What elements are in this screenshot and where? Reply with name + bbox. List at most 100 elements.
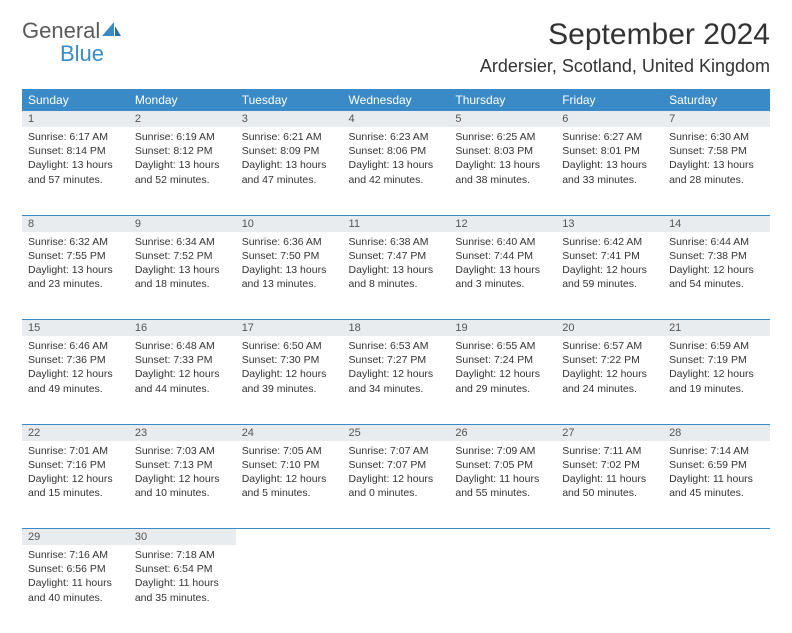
day-number: 21: [669, 322, 681, 334]
daylight-text: Daylight: 13 hours and 13 minutes.: [242, 263, 337, 291]
daylight-text: Daylight: 13 hours and 3 minutes.: [455, 263, 550, 291]
day-details: Sunrise: 7:09 AMSunset: 7:05 PMDaylight:…: [449, 441, 556, 504]
day-cell: [236, 545, 343, 633]
day-number-row: 891011121314: [22, 215, 770, 232]
sunset-text: Sunset: 7:52 PM: [135, 249, 230, 263]
sunset-text: Sunset: 7:50 PM: [242, 249, 337, 263]
day-cell: Sunrise: 7:05 AMSunset: 7:10 PMDaylight:…: [236, 441, 343, 529]
sunset-text: Sunset: 7:13 PM: [135, 458, 230, 472]
day-cell: Sunrise: 7:14 AMSunset: 6:59 PMDaylight:…: [663, 441, 770, 529]
daylight-text: Daylight: 12 hours and 15 minutes.: [28, 472, 123, 500]
day-number: 30: [135, 531, 147, 543]
day-number: 3: [242, 113, 248, 125]
weekday-header: Thursday: [449, 89, 556, 111]
day-cell: Sunrise: 6:25 AMSunset: 8:03 PMDaylight:…: [449, 127, 556, 215]
sunset-text: Sunset: 7:55 PM: [28, 249, 123, 263]
day-number-cell: 22: [22, 424, 129, 441]
daylight-text: Daylight: 12 hours and 59 minutes.: [562, 263, 657, 291]
daylight-text: Daylight: 13 hours and 18 minutes.: [135, 263, 230, 291]
day-number: 1: [28, 113, 34, 125]
sunset-text: Sunset: 7:47 PM: [349, 249, 444, 263]
day-details: Sunrise: 7:11 AMSunset: 7:02 PMDaylight:…: [556, 441, 663, 504]
day-details: Sunrise: 6:57 AMSunset: 7:22 PMDaylight:…: [556, 336, 663, 399]
sunrise-text: Sunrise: 6:46 AM: [28, 339, 123, 353]
day-details: Sunrise: 6:38 AMSunset: 7:47 PMDaylight:…: [343, 232, 450, 295]
day-details: Sunrise: 7:14 AMSunset: 6:59 PMDaylight:…: [663, 441, 770, 504]
daylight-text: Daylight: 11 hours and 45 minutes.: [669, 472, 764, 500]
day-number: 11: [349, 218, 360, 230]
day-number: 22: [28, 427, 40, 439]
day-number-cell: 5: [449, 111, 556, 127]
day-number-cell: 11: [343, 215, 450, 232]
sunset-text: Sunset: 6:54 PM: [135, 562, 230, 576]
daylight-text: Daylight: 13 hours and 28 minutes.: [669, 158, 764, 186]
day-number-cell: 1: [22, 111, 129, 127]
daylight-text: Daylight: 13 hours and 57 minutes.: [28, 158, 123, 186]
day-number: 18: [349, 322, 361, 334]
day-details: Sunrise: 7:01 AMSunset: 7:16 PMDaylight:…: [22, 441, 129, 504]
day-cell: Sunrise: 6:53 AMSunset: 7:27 PMDaylight:…: [343, 336, 450, 424]
daylight-text: Daylight: 12 hours and 54 minutes.: [669, 263, 764, 291]
day-number: 6: [562, 113, 568, 125]
day-cell: Sunrise: 7:01 AMSunset: 7:16 PMDaylight:…: [22, 441, 129, 529]
sunset-text: Sunset: 7:24 PM: [455, 353, 550, 367]
sunset-text: Sunset: 7:10 PM: [242, 458, 337, 472]
day-details: Sunrise: 7:18 AMSunset: 6:54 PMDaylight:…: [129, 545, 236, 608]
day-number-cell: 8: [22, 215, 129, 232]
daylight-text: Daylight: 13 hours and 8 minutes.: [349, 263, 444, 291]
sunrise-text: Sunrise: 6:25 AM: [455, 130, 550, 144]
day-details: Sunrise: 6:48 AMSunset: 7:33 PMDaylight:…: [129, 336, 236, 399]
day-details: Sunrise: 6:55 AMSunset: 7:24 PMDaylight:…: [449, 336, 556, 399]
sunrise-text: Sunrise: 6:57 AM: [562, 339, 657, 353]
day-number-cell: 26: [449, 424, 556, 441]
sunset-text: Sunset: 8:12 PM: [135, 144, 230, 158]
day-details: Sunrise: 7:03 AMSunset: 7:13 PMDaylight:…: [129, 441, 236, 504]
day-content-row: Sunrise: 6:46 AMSunset: 7:36 PM Daylight:…: [22, 336, 770, 424]
sunrise-text: Sunrise: 7:18 AM: [135, 548, 230, 562]
day-number: 13: [562, 218, 574, 230]
day-number: 4: [349, 113, 355, 125]
sunset-text: Sunset: 7:22 PM: [562, 353, 657, 367]
daylight-text: Daylight: 13 hours and 38 minutes.: [455, 158, 550, 186]
day-cell: Sunrise: 7:11 AMSunset: 7:02 PMDaylight:…: [556, 441, 663, 529]
daylight-text: Daylight: 12 hours and 10 minutes.: [135, 472, 230, 500]
sunrise-text: Sunrise: 7:14 AM: [669, 444, 764, 458]
day-number: 17: [242, 322, 254, 334]
day-content-row: Sunrise: 6:17 AMSunset: 8:14 PMDaylight:…: [22, 127, 770, 215]
day-number-cell: 23: [129, 424, 236, 441]
sunrise-text: Sunrise: 6:34 AM: [135, 235, 230, 249]
sunrise-text: Sunrise: 6:59 AM: [669, 339, 764, 353]
day-content-row: Sunrise: 7:01 AMSunset: 7:16 PMDaylight:…: [22, 441, 770, 529]
location-text: Ardersier, Scotland, United Kingdom: [480, 56, 770, 77]
brand-logo: General Blue: [22, 18, 122, 64]
day-number-cell: [556, 529, 663, 546]
day-number-cell: 29: [22, 529, 129, 546]
sunrise-text: Sunrise: 6:27 AM: [562, 130, 657, 144]
daylight-text: Daylight: 11 hours and 55 minutes.: [455, 472, 550, 500]
day-details: Sunrise: 7:05 AMSunset: 7:10 PMDaylight:…: [236, 441, 343, 504]
day-number: 29: [28, 531, 40, 543]
day-number-cell: 12: [449, 215, 556, 232]
weekday-header: Friday: [556, 89, 663, 111]
day-number: 14: [669, 218, 681, 230]
daylight-text: Daylight: 12 hours and 39 minutes.: [242, 367, 337, 395]
day-cell: [343, 545, 450, 633]
day-number: 20: [562, 322, 574, 334]
day-number-cell: 20: [556, 320, 663, 337]
day-details: Sunrise: 6:34 AMSunset: 7:52 PMDaylight:…: [129, 232, 236, 295]
day-details: Sunrise: 6:50 AMSunset: 7:30 PMDaylight:…: [236, 336, 343, 399]
sunset-text: Sunset: 7:36 PM: [28, 353, 123, 367]
sunrise-text: Sunrise: 6:44 AM: [669, 235, 764, 249]
day-cell: Sunrise: 6:17 AMSunset: 8:14 PMDaylight:…: [22, 127, 129, 215]
day-cell: Sunrise: 6:21 AMSunset: 8:09 PMDaylight:…: [236, 127, 343, 215]
day-details: Sunrise: 6:32 AMSunset: 7:55 PMDaylight:…: [22, 232, 129, 295]
day-details: Sunrise: 6:30 AMSunset: 7:58 PMDaylight:…: [663, 127, 770, 190]
day-details: Sunrise: 6:17 AMSunset: 8:14 PMDaylight:…: [22, 127, 129, 190]
sunset-text: Sunset: 7:38 PM: [669, 249, 764, 263]
daylight-text: Daylight: 12 hours and 29 minutes.: [455, 367, 550, 395]
daylight-text: Daylight: 12 hours and 0 minutes.: [349, 472, 444, 500]
day-number-cell: 7: [663, 111, 770, 127]
sunset-text: Sunset: 7:02 PM: [562, 458, 657, 472]
title-block: September 2024 Ardersier, Scotland, Unit…: [480, 18, 770, 77]
day-cell: Sunrise: 6:44 AMSunset: 7:38 PMDaylight:…: [663, 232, 770, 320]
